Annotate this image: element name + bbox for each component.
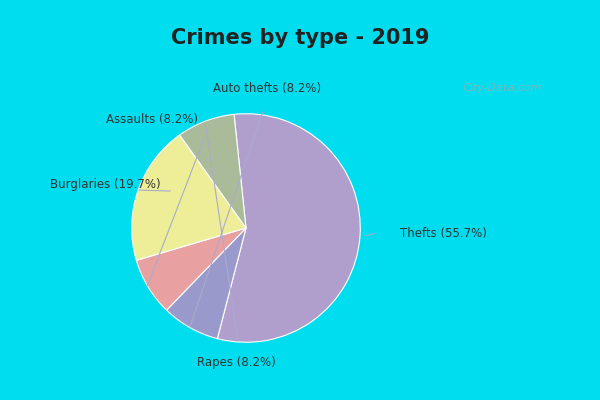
Text: Burglaries (19.7%): Burglaries (19.7%) — [50, 178, 160, 191]
Wedge shape — [136, 228, 246, 310]
Text: City-Data.com: City-Data.com — [463, 83, 542, 93]
Text: Thefts (55.7%): Thefts (55.7%) — [400, 227, 487, 240]
Text: Assaults (8.2%): Assaults (8.2%) — [106, 113, 198, 126]
Wedge shape — [179, 114, 246, 228]
Text: Crimes by type - 2019: Crimes by type - 2019 — [171, 28, 429, 48]
Text: Rapes (8.2%): Rapes (8.2%) — [197, 356, 276, 369]
Wedge shape — [132, 135, 246, 260]
Text: Auto thefts (8.2%): Auto thefts (8.2%) — [212, 82, 320, 95]
Wedge shape — [167, 228, 246, 339]
Wedge shape — [217, 114, 360, 342]
